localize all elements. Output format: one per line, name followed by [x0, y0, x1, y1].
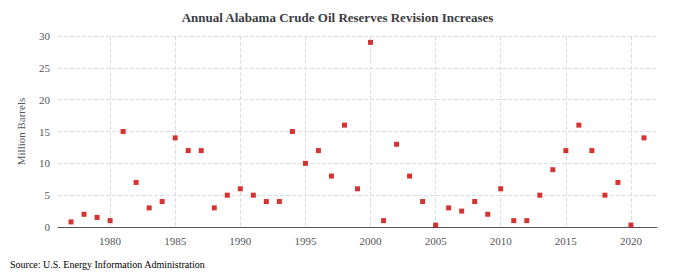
svg-text:2000: 2000	[360, 235, 383, 247]
svg-text:25: 25	[39, 62, 51, 74]
svg-text:2020: 2020	[620, 235, 643, 247]
svg-text:Million Barrels: Million Barrels	[15, 98, 27, 166]
svg-text:10: 10	[39, 157, 51, 169]
svg-text:2005: 2005	[425, 235, 448, 247]
svg-text:20: 20	[39, 94, 51, 106]
svg-text:2015: 2015	[555, 235, 578, 247]
svg-text:15: 15	[39, 126, 51, 138]
svg-text:1995: 1995	[294, 235, 317, 247]
svg-text:Source: U.S. Energy Informatio: Source: U.S. Energy Information Administ…	[10, 259, 205, 270]
svg-text:30: 30	[39, 30, 51, 42]
svg-text:1980: 1980	[99, 235, 122, 247]
svg-text:0: 0	[45, 221, 51, 233]
svg-text:Annual Alabama Crude Oil Reser: Annual Alabama Crude Oil Reserves Revisi…	[182, 10, 494, 25]
svg-text:2010: 2010	[490, 235, 513, 247]
svg-text:5: 5	[45, 189, 51, 201]
svg-text:1985: 1985	[164, 235, 187, 247]
svg-text:1990: 1990	[229, 235, 252, 247]
